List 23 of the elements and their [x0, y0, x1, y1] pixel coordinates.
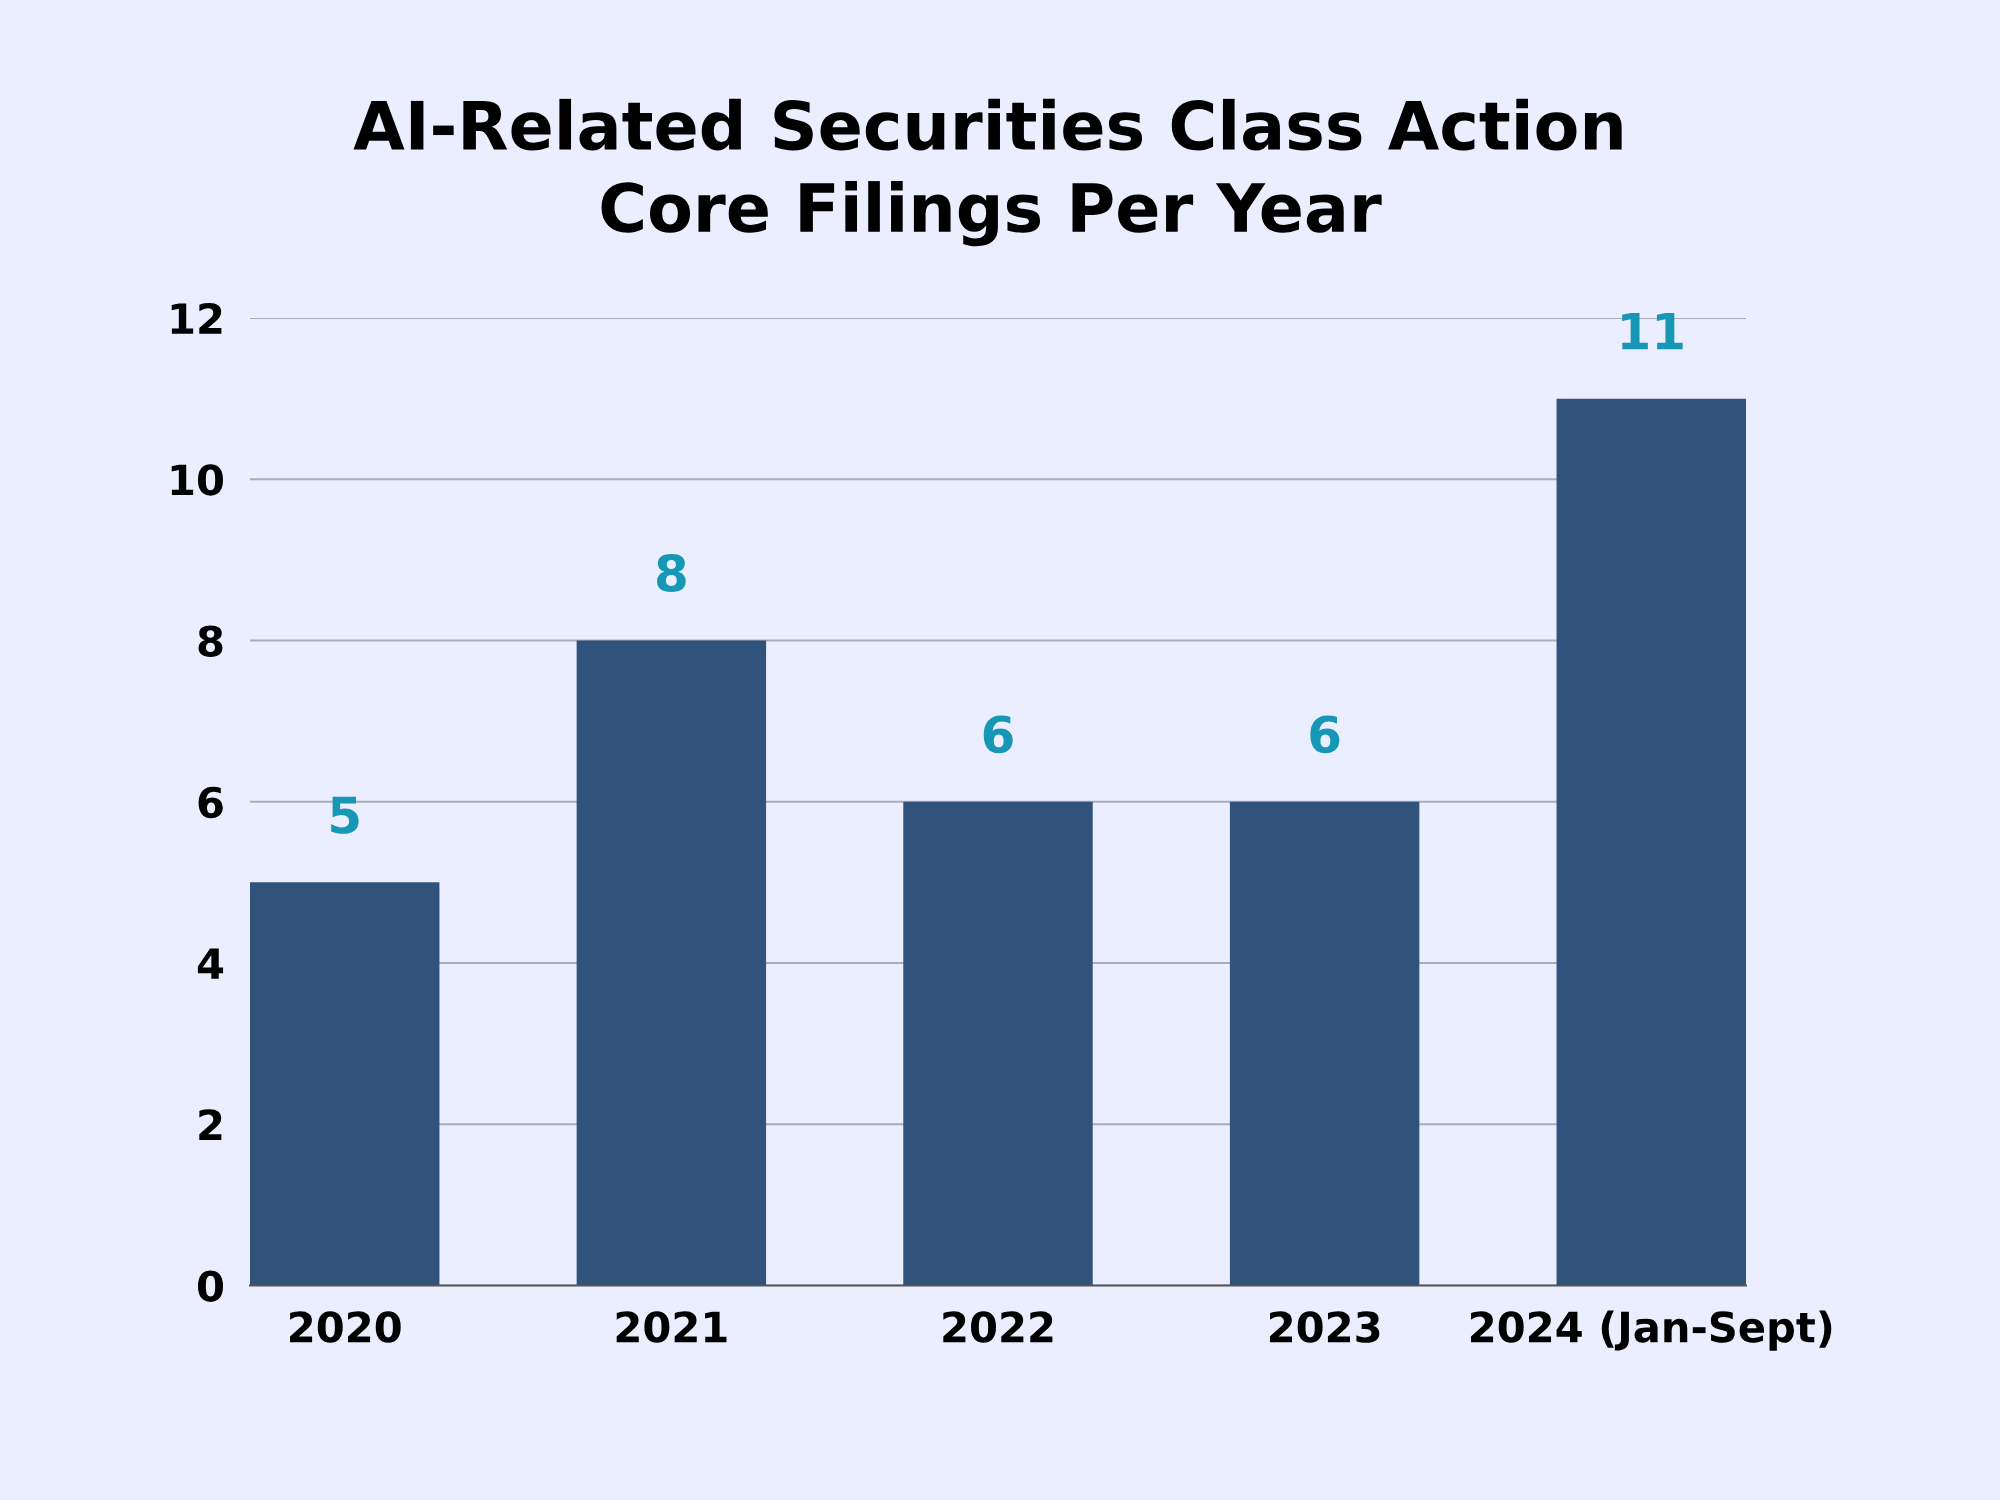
x-tick-label: 2023: [1269, 1311, 1380, 1343]
bar: [250, 882, 440, 1286]
x-tick-label: 2024 (Jan-Sept): [1471, 1310, 1832, 1351]
data-label: 8: [657, 554, 686, 592]
data-label: 6: [1310, 715, 1340, 754]
bar: [903, 801, 1093, 1286]
y-tick-label: 0: [198, 1270, 224, 1302]
y-tick-label: 6: [198, 786, 223, 819]
x-tick-label: 2020: [290, 1311, 401, 1343]
data-label: 11: [1622, 312, 1683, 350]
bar: [576, 640, 767, 1286]
bar: [1556, 398, 1746, 1286]
y-tick-label: 4: [197, 948, 224, 979]
y-tick-label: 2: [199, 1109, 222, 1141]
bar: [1229, 801, 1420, 1286]
y-tick-label: 8: [198, 625, 223, 657]
chart-title: AI-Related Securities Class Action Core Filings Per Year: [353, 98, 1622, 247]
data-label: 5: [331, 796, 359, 834]
x-tick-label: 2022: [943, 1311, 1053, 1343]
y-tick-label: 10: [171, 464, 224, 496]
x-tick-label: 2021: [616, 1311, 727, 1343]
y-tick-label: 12: [171, 302, 222, 334]
data-label: 6: [983, 715, 1013, 754]
